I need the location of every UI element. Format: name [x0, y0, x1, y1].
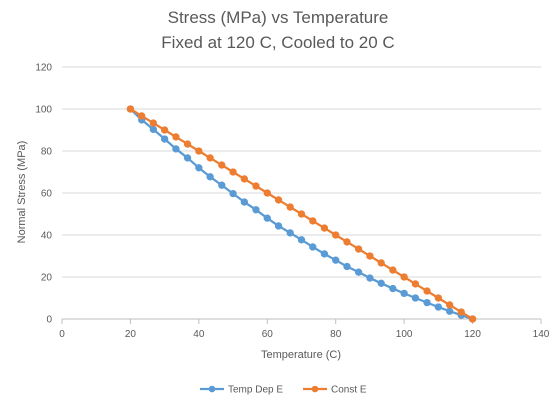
data-point: [230, 190, 237, 197]
data-point: [230, 169, 237, 176]
legend-label: Temp Dep E: [228, 385, 283, 396]
x-tick-label: 40: [193, 329, 205, 340]
x-tick-label: 140: [533, 329, 550, 340]
data-point: [332, 232, 339, 239]
data-point: [367, 275, 374, 282]
data-point: [378, 260, 385, 267]
data-point: [435, 304, 442, 311]
data-point: [424, 299, 431, 306]
data-point: [207, 174, 214, 181]
data-point: [390, 285, 397, 292]
data-point: [469, 316, 476, 323]
data-point: [412, 295, 419, 302]
series-const-e: [127, 106, 476, 323]
x-tick-label: 60: [262, 329, 274, 340]
x-axis-title: Temperature (C): [261, 349, 341, 361]
chart-title-line-2: Fixed at 120 C, Cooled to 20 C: [161, 33, 394, 52]
gridlines: [62, 67, 541, 277]
x-tick-label: 20: [125, 329, 137, 340]
data-point: [161, 136, 168, 143]
data-point: [298, 211, 305, 218]
data-point: [241, 176, 248, 183]
legend-label: Const E: [331, 385, 367, 396]
data-point: [435, 295, 442, 302]
chart-title-line-1: Stress (MPa) vs Temperature: [168, 8, 389, 27]
series-group: [127, 106, 476, 323]
data-point: [184, 141, 191, 148]
data-point: [173, 134, 180, 141]
data-point: [138, 113, 145, 120]
data-point: [401, 274, 408, 281]
data-point: [127, 106, 134, 113]
data-point: [309, 244, 316, 251]
data-point: [241, 199, 248, 206]
data-point: [458, 309, 465, 316]
data-point: [287, 204, 294, 211]
data-point: [446, 302, 453, 309]
y-tick-label: 60: [41, 189, 53, 200]
data-point: [321, 225, 328, 232]
legend-item: Temp Dep E: [200, 385, 283, 396]
data-point: [390, 267, 397, 274]
y-axis-title: Normal Stress (MPa): [16, 141, 28, 244]
legend-item: Const E: [303, 385, 367, 396]
data-point: [412, 281, 419, 288]
x-tick-label: 100: [396, 329, 413, 340]
tick-labels: 0 20 40 60 80 100 120 0 20 40 60 80 100 120 140: [35, 63, 549, 341]
data-point: [309, 218, 316, 225]
data-point: [275, 223, 282, 230]
data-point: [378, 280, 385, 287]
data-point: [161, 127, 168, 134]
data-point: [367, 253, 374, 260]
x-tick-label: 0: [59, 329, 65, 340]
data-point: [321, 251, 328, 258]
data-point: [150, 120, 157, 127]
data-point: [207, 155, 214, 162]
data-point: [196, 165, 203, 172]
y-tick-label: 100: [35, 105, 52, 116]
x-tick-label: 120: [464, 329, 481, 340]
data-point: [218, 162, 225, 169]
data-point: [264, 215, 271, 222]
data-point: [150, 126, 157, 133]
data-point: [173, 146, 180, 153]
y-tick-label: 80: [41, 147, 53, 158]
y-tick-label: 0: [46, 315, 52, 326]
data-point: [344, 239, 351, 246]
data-point: [344, 263, 351, 270]
data-point: [355, 269, 362, 276]
data-point: [401, 290, 408, 297]
data-point: [446, 308, 453, 315]
data-point: [253, 183, 260, 190]
data-point: [275, 197, 282, 204]
data-point: [218, 182, 225, 189]
legend-marker: [312, 386, 319, 393]
data-point: [253, 207, 260, 214]
data-point: [184, 155, 191, 162]
data-point: [424, 288, 431, 295]
y-tick-label: 120: [35, 63, 52, 74]
data-point: [298, 237, 305, 244]
y-tick-label: 40: [41, 231, 53, 242]
data-point: [196, 148, 203, 155]
data-point: [332, 257, 339, 264]
data-point: [355, 246, 362, 253]
y-tick-label: 20: [41, 273, 53, 284]
data-point: [264, 190, 271, 197]
legend-marker: [209, 386, 216, 393]
data-point: [287, 230, 294, 237]
x-tick-label: 80: [330, 329, 342, 340]
legend: Temp Dep E Const E: [200, 385, 367, 396]
